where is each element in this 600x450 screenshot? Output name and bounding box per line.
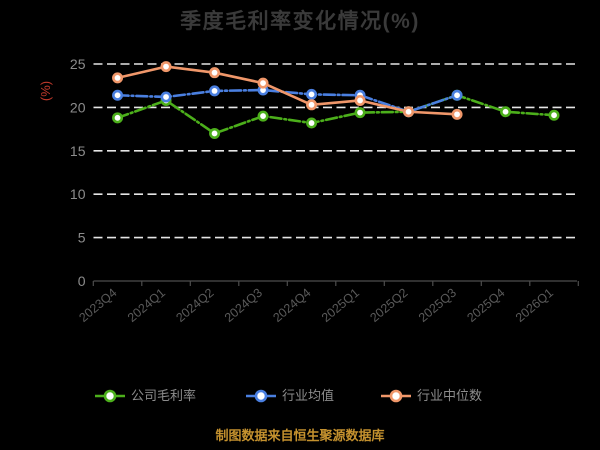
svg-text:(%): (%) <box>38 81 53 101</box>
svg-text:行业均值: 行业均值 <box>282 388 334 403</box>
svg-text:0: 0 <box>78 273 86 289</box>
svg-text:公司毛利率: 公司毛利率 <box>131 388 196 403</box>
svg-text:2025Q3: 2025Q3 <box>416 286 459 325</box>
svg-text:2023Q4: 2023Q4 <box>76 286 119 325</box>
svg-text:15: 15 <box>70 143 86 159</box>
svg-text:2024Q4: 2024Q4 <box>270 286 313 325</box>
svg-text:25: 25 <box>70 56 86 72</box>
svg-text:2024Q2: 2024Q2 <box>173 286 216 325</box>
svg-text:2024Q3: 2024Q3 <box>222 286 265 325</box>
svg-text:2025Q1: 2025Q1 <box>319 286 362 325</box>
svg-text:2026Q1: 2026Q1 <box>513 286 556 325</box>
svg-text:5: 5 <box>78 230 86 246</box>
svg-text:10: 10 <box>70 186 86 202</box>
svg-text:20: 20 <box>70 99 86 115</box>
svg-text:2024Q1: 2024Q1 <box>125 286 168 325</box>
svg-text:2025Q4: 2025Q4 <box>464 286 507 325</box>
svg-text:行业中位数: 行业中位数 <box>417 388 482 403</box>
svg-text:2025Q2: 2025Q2 <box>367 286 410 325</box>
